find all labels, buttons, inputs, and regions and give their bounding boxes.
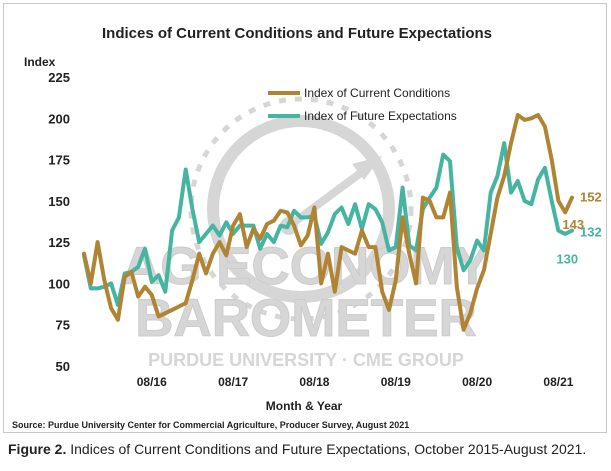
y-tick-label: 50 [56, 359, 70, 374]
y-tick-label: 100 [48, 276, 70, 291]
x-tick-label: 08/16 [137, 375, 167, 389]
x-tick-label: 08/21 [543, 375, 573, 389]
source-note: Source: Purdue University Center for Com… [12, 420, 409, 430]
data-label-future-mid-label: 130 [556, 252, 578, 267]
y-tick-label: 125 [48, 235, 70, 250]
watermark-line1: AG ECONOMY [122, 237, 490, 296]
x-tick-label: 08/17 [218, 375, 248, 389]
x-tick-label: 08/18 [299, 375, 329, 389]
data-label-current-end-label: 152 [580, 190, 602, 205]
y-axis-ticks: 50 75 100 125 150 175 200 225 [48, 70, 70, 374]
figure-caption: Figure 2. Indices of Current Conditions … [8, 441, 586, 457]
data-label-future-end-label: 132 [580, 225, 602, 240]
watermark-line3: PURDUE UNIVERSITY · CME GROUP [148, 350, 464, 370]
series-lines [82, 113, 574, 332]
x-axis-label: Month & Year [266, 399, 343, 413]
y-tick-label: 175 [48, 153, 70, 168]
chart-title: Indices of Current Conditions and Future… [102, 25, 492, 42]
x-tick-label: 08/20 [462, 375, 492, 389]
data-label-current-mid-label: 143 [562, 217, 584, 232]
watermark-needle-tip [352, 156, 382, 180]
watermark-gauge-inner [207, 115, 395, 303]
watermark-gauge-arc [188, 96, 414, 322]
y-tick-label: 225 [48, 70, 70, 85]
watermark-line2: BAROMETER [135, 289, 477, 348]
x-axis-ticks: 08/16 08/17 08/18 08/19 08/20 08/21 [137, 375, 574, 389]
legend: Index of Current Conditions Index of Fut… [268, 86, 457, 123]
y-tick-label: 150 [48, 194, 70, 209]
y-axis-label: Index [24, 55, 56, 69]
figure-caption-label: Figure 2. [8, 441, 67, 457]
series-line-future [82, 141, 574, 307]
legend-label-future: Index of Future Expectations [304, 109, 457, 123]
y-tick-label: 200 [48, 111, 70, 126]
y-tick-label: 75 [56, 318, 70, 333]
chart-svg: AG ECONOMY BAROMETER PURDUE UNIVERSITY ·… [12, 25, 602, 430]
x-tick-label: 08/19 [381, 375, 411, 389]
ag-economy-barometer-watermark: AG ECONOMY BAROMETER PURDUE UNIVERSITY ·… [121, 96, 491, 370]
legend-label-current: Index of Current Conditions [304, 86, 450, 100]
chart-frame: AG ECONOMY BAROMETER PURDUE UNIVERSITY ·… [3, 3, 607, 433]
series-line-current [82, 113, 574, 332]
figure-caption-text: Indices of Current Conditions and Future… [70, 441, 587, 457]
